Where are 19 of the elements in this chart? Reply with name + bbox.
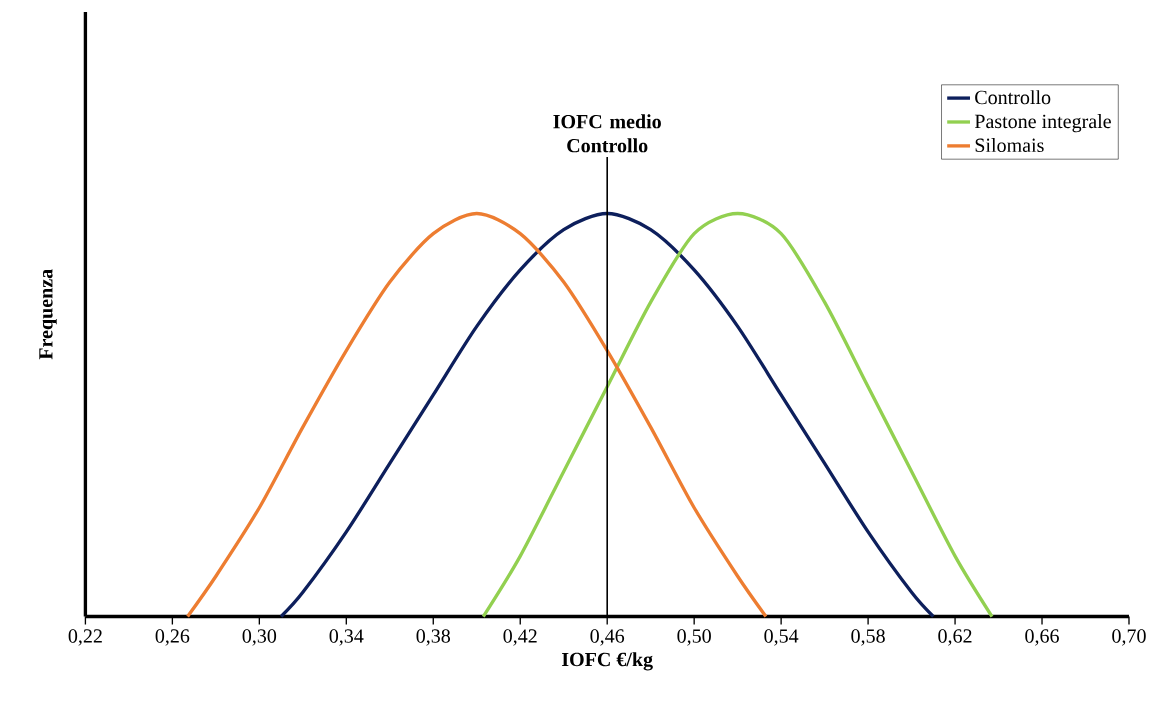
x-tick-label: 0,58	[851, 629, 885, 646]
x-tick-label: 0,34	[329, 629, 364, 646]
x-axis-title: IOFC €/kg	[561, 652, 653, 671]
y-axis-title: Frequenza	[39, 269, 57, 360]
x-tick-label: 0,70	[1112, 629, 1146, 646]
x-tick-label: 0,26	[155, 629, 190, 646]
x-tick-label: 0,42	[503, 629, 537, 646]
x-tick-label: 0,46	[590, 629, 625, 646]
legend-label: Silomais	[975, 137, 1044, 152]
legend-label: Pastone integrale	[974, 113, 1111, 133]
x-tick-label: 0,38	[416, 629, 451, 646]
x-tick-label: 0,54	[764, 629, 799, 646]
x-tick-label: 0,66	[1025, 629, 1059, 646]
legend-label: Controllo	[975, 90, 1051, 105]
x-tick-label: 0,62	[938, 629, 972, 646]
x-tick-label: 0,30	[242, 629, 277, 646]
x-tick-label: 0,50	[677, 629, 711, 646]
ref-line-label: IOFC medio Controllo	[553, 114, 661, 153]
x-tick-label: 0,22	[68, 629, 102, 646]
